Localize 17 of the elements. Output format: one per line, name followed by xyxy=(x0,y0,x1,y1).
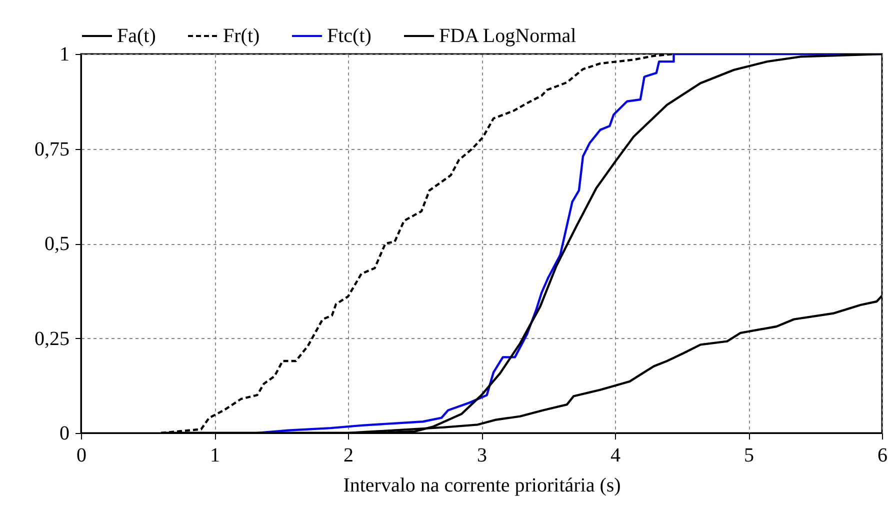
legend-label: FDA LogNormal xyxy=(439,25,577,47)
y-tick-label: 1 xyxy=(60,44,70,66)
x-axis-title: Intervalo na corrente prioritária (s) xyxy=(343,474,621,496)
y-tick-label: 0,75 xyxy=(34,138,70,160)
x-tick-label: 1 xyxy=(210,444,220,466)
x-tick-label: 6 xyxy=(878,444,888,466)
x-tick-label: 5 xyxy=(744,444,754,466)
x-tick-label: 3 xyxy=(477,444,487,466)
legend-label: Fr(t) xyxy=(223,25,260,47)
y-tick-label: 0 xyxy=(60,422,70,444)
legend-label: Ftc(t) xyxy=(327,25,372,47)
x-tick-label: 2 xyxy=(344,444,354,466)
x-tick-label: 0 xyxy=(76,444,86,466)
y-tick-label: 0,25 xyxy=(34,328,70,350)
y-tick-label: 0,5 xyxy=(44,233,70,255)
x-tick-label: 4 xyxy=(610,444,620,466)
legend-label: Fa(t) xyxy=(117,25,156,47)
